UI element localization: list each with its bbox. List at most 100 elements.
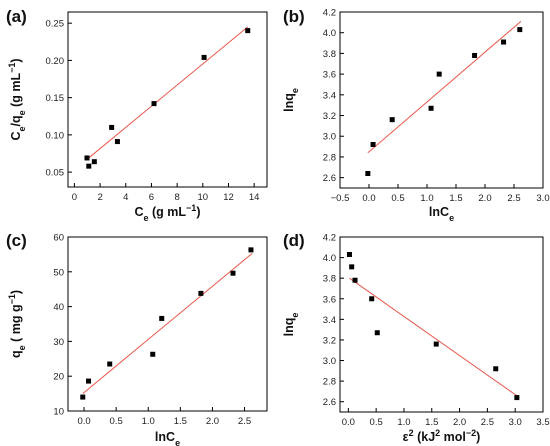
x-tick-label: 0.5 — [370, 417, 383, 428]
y-tick-label: 2.6 — [323, 173, 336, 184]
data-point — [349, 264, 355, 270]
y-axis-title: Ce/qe (g mL−1) — [7, 58, 27, 140]
plot-frame — [67, 11, 268, 188]
y-tick-label: 20 — [53, 372, 64, 383]
y-tick-label: 60 — [53, 233, 64, 244]
x-tick-label: 3.5 — [536, 417, 549, 428]
data-point — [514, 395, 520, 401]
x-axis-title-part: ε — [403, 430, 409, 444]
y-tick-label: 0.10 — [46, 130, 65, 141]
data-point — [493, 366, 499, 372]
y-axis-title-part: (g mL — [9, 73, 23, 111]
x-tick-label: 2.5 — [507, 193, 520, 204]
data-point — [150, 351, 156, 357]
y-axis-title-part: ( mg g — [9, 304, 23, 345]
y-tick-label: 0.15 — [46, 93, 65, 104]
panel-b: −0.5 0.0 0.5 1.0 1.5 2.0 2.5 3.0 2.6 2.8 3.0 3.2 3.4… — [282, 7, 550, 223]
y-tick-label: 50 — [53, 267, 64, 278]
y-axis-title-part: q — [9, 350, 23, 358]
x-axis-title-part: ) — [196, 205, 200, 219]
y-tick-label: 0.25 — [46, 19, 65, 30]
y-tick-label: 2.6 — [323, 397, 336, 408]
x-tick-label: 0.5 — [391, 193, 404, 204]
y-axis-title: qe ( mg g−1) — [7, 290, 27, 358]
x-tick-label: 6 — [149, 192, 154, 203]
data-point — [151, 101, 157, 107]
panel-c: 0.0 0.5 1.0 1.5 2.0 2.5102030405060(c)lnCeqe … — [6, 231, 268, 446]
data-point — [352, 277, 358, 283]
x-axis-title: lnCe — [155, 430, 180, 446]
x-tick-label: 0 — [72, 192, 77, 203]
y-tick-label: 30 — [53, 337, 64, 348]
x-tick-label: 3.0 — [509, 417, 522, 428]
y-axis-title-part: lnq — [282, 318, 296, 337]
x-tick-label: −0.5 — [331, 193, 350, 204]
data-point — [436, 71, 442, 77]
x-axis-title-part: 2 — [409, 428, 414, 438]
panel-d: 0.0 0.5 1.0 1.5 2.0 2.5 3.0 3.5 2.6 2.8 3.0 3.2 3.4 3… — [282, 231, 550, 444]
x-axis-title: ε2 (kJ2 mol−2) — [403, 428, 481, 444]
y-tick-label: 3.4 — [323, 315, 336, 326]
y-axis-title-part: C — [9, 132, 23, 141]
y-tick-label: 4.0 — [323, 28, 336, 39]
x-tick-label: 12 — [223, 192, 234, 203]
y-axis-title-part: lnq — [282, 93, 296, 112]
y-axis-title-part: e — [290, 313, 300, 318]
x-axis-title-part: e — [449, 213, 454, 223]
x-axis-title-part: 2 — [435, 428, 440, 438]
x-tick-label: 2.0 — [206, 416, 219, 427]
y-tick-label: 3.8 — [323, 49, 336, 60]
y-axis-title-part: e — [17, 110, 27, 115]
data-point — [501, 39, 507, 45]
x-axis-title: Ce (g mL−1) — [135, 203, 201, 223]
data-point — [472, 52, 478, 58]
y-tick-label: 2.8 — [323, 152, 336, 163]
y-axis-title: lnqe — [282, 88, 300, 112]
x-tick-label: 1.0 — [420, 193, 433, 204]
x-tick-label: 1.5 — [174, 416, 187, 427]
data-point — [370, 142, 376, 148]
data-point — [80, 394, 86, 400]
y-tick-label: 10 — [53, 407, 64, 418]
x-tick-label: 2.5 — [238, 416, 251, 427]
data-point — [159, 315, 165, 321]
x-axis-title-part: lnC — [429, 205, 449, 219]
fit-line — [349, 277, 519, 397]
data-point — [84, 155, 90, 161]
y-tick-label: 0.20 — [46, 56, 65, 67]
x-axis-title-part: −1 — [186, 203, 196, 213]
x-tick-label: 1.0 — [397, 417, 410, 428]
data-point — [86, 378, 92, 384]
data-point — [91, 159, 97, 165]
y-axis-title-part: −1 — [7, 294, 17, 304]
data-point — [365, 171, 371, 177]
x-tick-label: 1.5 — [449, 193, 462, 204]
y-axis-title-part: e — [17, 127, 27, 132]
plot-frame — [339, 11, 544, 189]
data-point — [201, 54, 207, 60]
y-tick-label: 0.05 — [46, 168, 65, 179]
x-axis-title-part: lnC — [155, 430, 175, 444]
fit-line — [367, 20, 522, 154]
x-tick-label: 14 — [249, 192, 260, 203]
data-point — [346, 252, 352, 257]
x-tick-label: 2 — [97, 192, 102, 203]
panel-label: (a) — [6, 7, 27, 26]
y-axis-title-part: /q — [9, 115, 23, 126]
x-tick-label: 1.5 — [425, 417, 438, 428]
y-tick-label: 4.0 — [323, 253, 336, 264]
y-tick-label: 3.2 — [323, 111, 336, 122]
data-point — [374, 330, 380, 336]
data-point — [245, 28, 251, 34]
x-tick-label: 2.0 — [478, 193, 491, 204]
data-point — [109, 124, 115, 130]
y-tick-label: 3.4 — [323, 90, 336, 101]
x-tick-label: 1.0 — [142, 416, 155, 427]
x-tick-label: 0.0 — [362, 193, 375, 204]
x-axis-title-part: (g mL — [149, 205, 187, 219]
x-axis-title-part: mol — [440, 430, 466, 444]
x-axis-title-part: (kJ — [414, 430, 436, 444]
x-axis-title-part: ) — [476, 430, 480, 444]
y-tick-label: 3.0 — [323, 132, 336, 143]
y-tick-label: 3.0 — [323, 356, 336, 367]
